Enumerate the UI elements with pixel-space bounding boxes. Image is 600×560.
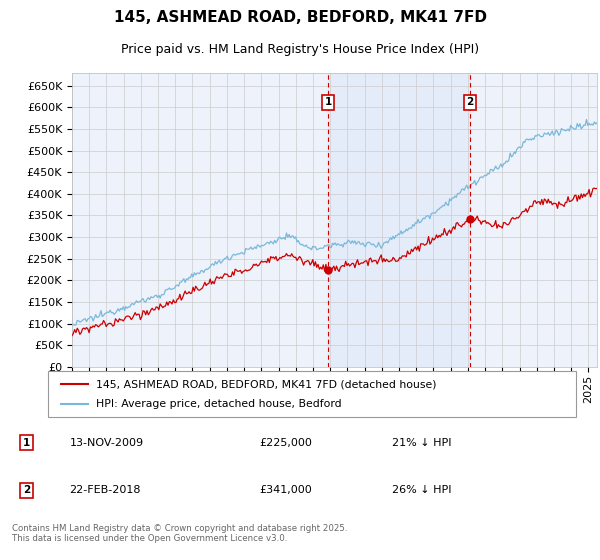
Text: 1: 1 xyxy=(23,438,30,448)
Text: 2: 2 xyxy=(467,97,474,107)
Text: Price paid vs. HM Land Registry's House Price Index (HPI): Price paid vs. HM Land Registry's House … xyxy=(121,44,479,57)
Text: HPI: Average price, detached house, Bedford: HPI: Average price, detached house, Bedf… xyxy=(95,399,341,409)
Text: £341,000: £341,000 xyxy=(260,486,313,496)
Text: 21% ↓ HPI: 21% ↓ HPI xyxy=(392,438,452,448)
Text: 13-NOV-2009: 13-NOV-2009 xyxy=(70,438,144,448)
Text: 145, ASHMEAD ROAD, BEDFORD, MK41 7FD: 145, ASHMEAD ROAD, BEDFORD, MK41 7FD xyxy=(113,11,487,26)
Text: £225,000: £225,000 xyxy=(260,438,313,448)
Text: 26% ↓ HPI: 26% ↓ HPI xyxy=(392,486,452,496)
Text: 1: 1 xyxy=(325,97,332,107)
Text: Contains HM Land Registry data © Crown copyright and database right 2025.
This d: Contains HM Land Registry data © Crown c… xyxy=(12,524,347,543)
Bar xyxy=(328,73,470,367)
Text: 145, ASHMEAD ROAD, BEDFORD, MK41 7FD (detached house): 145, ASHMEAD ROAD, BEDFORD, MK41 7FD (de… xyxy=(95,379,436,389)
FancyBboxPatch shape xyxy=(48,371,576,417)
Text: 2: 2 xyxy=(23,486,30,496)
Text: 22-FEB-2018: 22-FEB-2018 xyxy=(70,486,141,496)
